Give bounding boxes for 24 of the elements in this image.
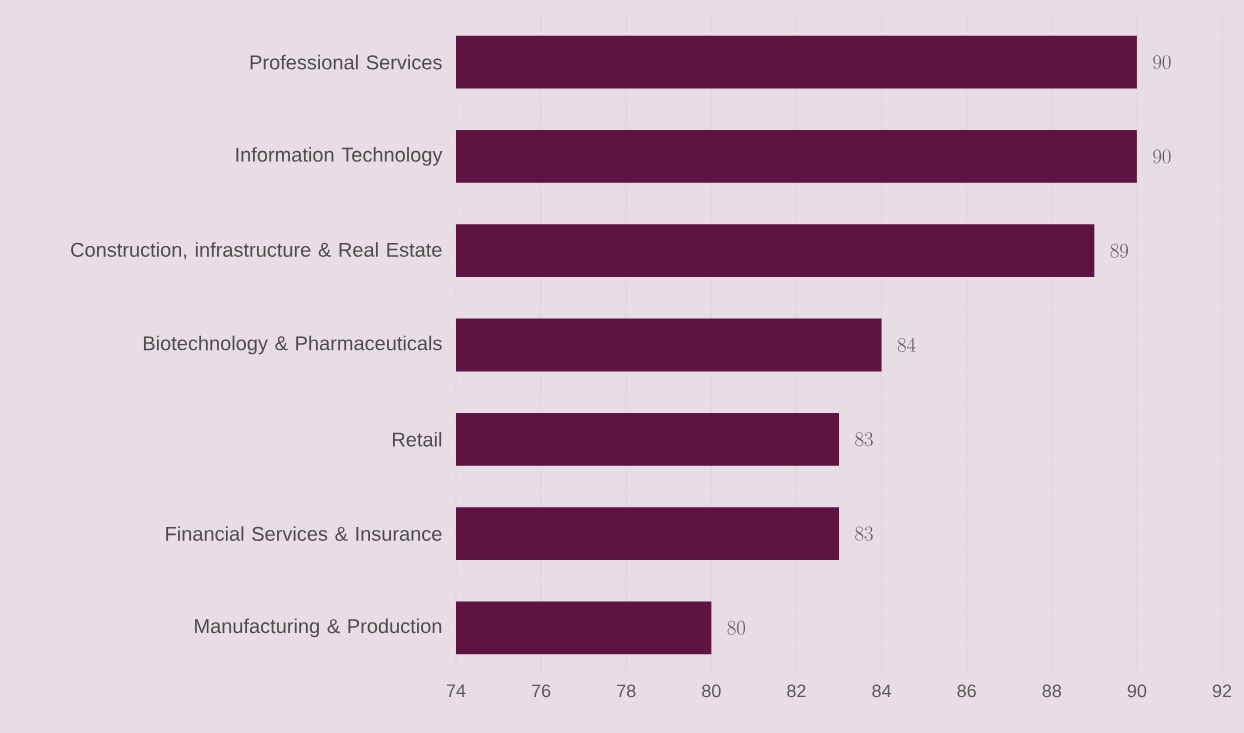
x-tick-label: 78 bbox=[617, 684, 636, 698]
x-tick-label: 92 bbox=[1212, 684, 1232, 698]
y-tick-label: Construction, infrastructure & Real Estate bbox=[71, 242, 442, 260]
x-tick-label: 82 bbox=[787, 684, 806, 698]
y-tick-label: Professional Services bbox=[250, 54, 442, 70]
y-tick-label: Information Technology bbox=[236, 147, 443, 166]
data-label: 84 bbox=[897, 337, 916, 352]
y-tick-label: Retail bbox=[392, 431, 442, 447]
data-label: 90 bbox=[1153, 55, 1171, 70]
x-tick-label: 86 bbox=[957, 684, 976, 698]
y-tick-label: Financial Services & Insurance bbox=[166, 526, 442, 541]
x-tick-label: 90 bbox=[1127, 684, 1147, 698]
y-tick-label: Manufacturing & Production bbox=[195, 618, 442, 638]
data-label: 90 bbox=[1153, 149, 1171, 164]
x-tick-label: 84 bbox=[872, 684, 892, 698]
data-label: 83 bbox=[855, 432, 873, 447]
x-tick-label: 80 bbox=[702, 684, 721, 698]
y-tick-label: Biotechnology & Pharmaceuticals bbox=[143, 335, 442, 355]
data-label: 80 bbox=[727, 620, 745, 635]
x-tick-label: 74 bbox=[446, 684, 466, 697]
data-label: 83 bbox=[855, 526, 873, 541]
x-tick-label: 88 bbox=[1042, 684, 1062, 698]
data-label: 89 bbox=[1110, 243, 1128, 258]
x-tick-label: 76 bbox=[532, 684, 551, 698]
